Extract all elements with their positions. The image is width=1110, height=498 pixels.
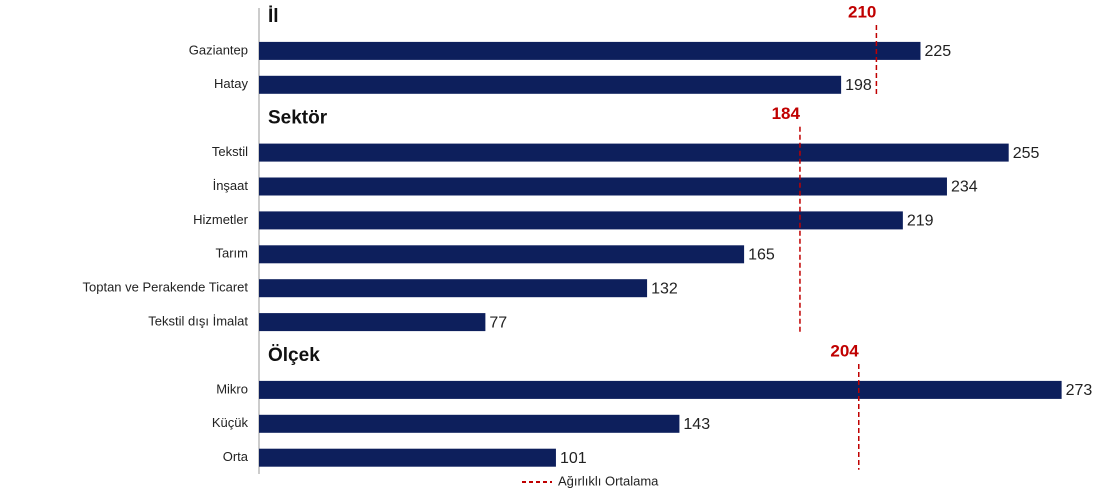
category-label: Tekstil dışı İmalat [148, 314, 248, 329]
bar [259, 414, 680, 433]
category-label: İnşaat [213, 178, 249, 193]
bar [259, 75, 842, 94]
value-label: 234 [951, 179, 978, 196]
bar [259, 211, 903, 230]
average-label: 210 [848, 2, 876, 21]
category-label: Tarım [216, 246, 249, 261]
category-label: Gaziantep [189, 42, 248, 57]
category-label: Orta [223, 449, 249, 464]
value-label: 225 [925, 43, 952, 60]
value-label: 165 [748, 247, 775, 264]
group-title: Ölçek [268, 345, 320, 366]
average-label: 184 [772, 104, 801, 123]
category-label: Mikro [216, 381, 248, 396]
average-label: 204 [830, 341, 859, 360]
value-label: 132 [651, 280, 678, 297]
bar [259, 448, 556, 467]
value-label: 273 [1066, 382, 1093, 399]
category-label: Hatay [214, 76, 248, 91]
value-label: 198 [845, 77, 872, 94]
category-label: Hizmetler [193, 212, 249, 227]
legend-label: Ağırlıklı Ortalama [558, 473, 659, 488]
value-label: 219 [907, 213, 934, 230]
value-label: 143 [683, 416, 710, 433]
bar [259, 245, 745, 264]
bar [259, 313, 486, 332]
category-label: Tekstil [212, 144, 248, 159]
group-title: Sektör [268, 108, 328, 129]
value-label: 77 [489, 314, 507, 331]
category-label: Küçük [212, 415, 249, 430]
bar [259, 143, 1009, 162]
group-title: İl [268, 6, 279, 27]
bar [259, 177, 947, 196]
bar [259, 41, 921, 60]
value-label: 255 [1013, 145, 1040, 162]
value-label: 101 [560, 450, 587, 467]
bar [259, 380, 1062, 399]
category-label: Toptan ve Perakende Ticaret [83, 280, 249, 295]
bar [259, 279, 648, 298]
